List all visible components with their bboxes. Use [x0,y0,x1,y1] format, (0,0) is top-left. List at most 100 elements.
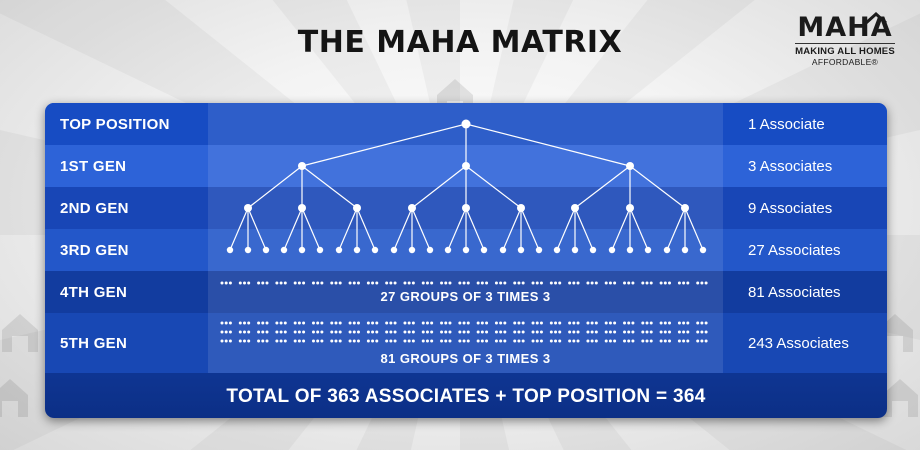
logo-tagline-2: AFFORDABLE® [811,57,879,67]
gen4-dot [403,281,407,285]
gen5-dot [265,339,269,343]
gen4-dot [297,281,301,285]
gen5-dot [623,339,627,343]
tree-connector [611,207,631,251]
gen5-dot [265,321,269,325]
gen5-dot [261,339,265,343]
gen5-dot [476,321,480,325]
gen2-node [571,204,579,212]
gen5-dot [539,321,543,325]
gen5-dot [385,330,389,334]
gen5-dot [316,321,320,325]
gen5-dot [554,339,558,343]
gen3-node [499,246,507,254]
gen5-dot [247,339,251,343]
gen4-dot [558,281,562,285]
row-label: 5TH GEN [60,334,128,352]
gen5-dot [696,330,700,334]
gen5-dot [393,321,397,325]
gen5-dot [425,330,429,334]
gen5-dot [480,321,484,325]
gen5-dot [535,321,539,325]
gen4-dot [531,281,535,285]
roof-icon [865,12,887,24]
gen5-dot [279,339,283,343]
gen4-dot [334,281,338,285]
gen5-dot [572,321,576,325]
gen5-groups-label: 81 GROUPS OF 3 TIMES 3 [380,351,551,366]
gen5-dot [352,321,356,325]
gen5-dot [604,330,608,334]
gen3-node [298,246,306,254]
gen5-dot [568,339,572,343]
gen5-dot [677,339,681,343]
gen5-dot [430,321,434,325]
row-count: 1 Associate [748,115,825,133]
gen4-dot [499,281,503,285]
gen5-dot [257,330,261,334]
gen5-dot [494,339,498,343]
tree-connector [356,207,376,251]
gen4-dot [517,281,521,285]
gen5-dot [338,321,342,325]
gen5-dot [293,339,297,343]
gen3-node [626,246,634,254]
tree-connector [465,207,485,251]
gen2-node [626,204,634,212]
gen5-dot [279,321,283,325]
gen5-dot [682,330,686,334]
gen3-node [535,246,543,254]
row-count: 9 Associates [748,199,833,217]
gen5-dot [330,321,334,325]
gen2-node [244,204,252,212]
gen5-dot [257,321,261,325]
gen5-dot [677,321,681,325]
gen4-dot [356,281,360,285]
gen5-dot [458,330,462,334]
gen5-dot [535,330,539,334]
gen4-dot [320,281,324,285]
gen4-dot [590,281,594,285]
gen4-dot [257,281,261,285]
tree-connector [283,207,303,251]
gen5-dot [576,339,580,343]
gen5-dot [257,339,261,343]
gen5-dot [444,321,448,325]
gen5-dot [421,321,425,325]
gen3-node [408,246,416,254]
gen5-dot [631,321,635,325]
gen4-dot [494,281,498,285]
gen5-dot [686,339,690,343]
gen5-dot [586,321,590,325]
gen5-dot [302,330,306,334]
gen5-dot [568,321,572,325]
gen5-dot [531,330,535,334]
gen5-dot [220,339,224,343]
gen5-dot [220,330,224,334]
gen4-dot [371,281,375,285]
gen5-dot [334,330,338,334]
gen3-node [681,246,689,254]
tree-connector [629,207,649,251]
gen5-dot [242,321,246,325]
gen5-dot [480,339,484,343]
gen5-dot [228,339,232,343]
gen5-dot [352,339,356,343]
gen4-dot [668,281,672,285]
gen5-dot [385,321,389,325]
gen5-dot [448,321,452,325]
gen5-dot [348,321,352,325]
gen5-dot [608,321,612,325]
gen5-dot [663,321,667,325]
gen3-node [226,246,234,254]
gen5-dot [696,339,700,343]
gen3-node [608,246,616,254]
gen5-dot [499,330,503,334]
gen5-dot [247,330,251,334]
gen5-dot [503,339,507,343]
gen2-node [298,204,306,212]
gen5-dot [554,330,558,334]
tree-connector [574,165,631,209]
gen5-dot [393,339,397,343]
gen4-dot [485,281,489,285]
